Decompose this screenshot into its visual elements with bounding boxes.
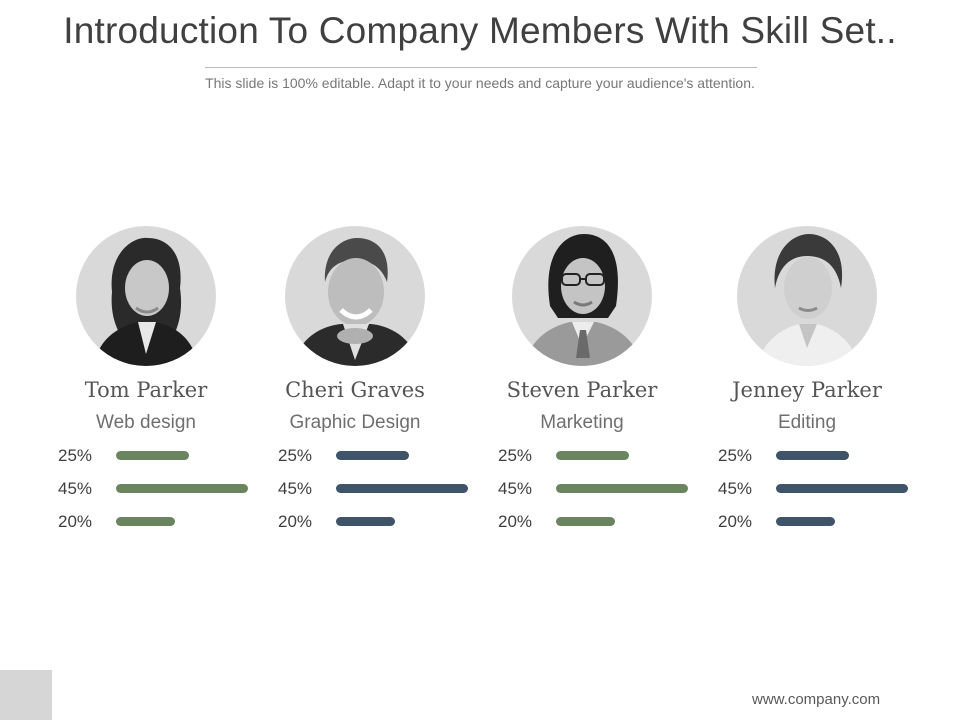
skill-bar <box>116 484 248 493</box>
member-role: Web design <box>96 412 196 433</box>
skill-percent-label: 20% <box>58 512 93 531</box>
member-role: Graphic Design <box>289 412 421 433</box>
member-photo-avatar <box>512 226 652 366</box>
skill-bar <box>556 451 629 460</box>
skill-percent-label: 25% <box>58 446 93 465</box>
corner-block <box>0 670 52 720</box>
skill-bar <box>116 517 175 526</box>
member-photo-avatar <box>76 226 216 366</box>
skill-bar <box>116 451 189 460</box>
skill-row: 20% <box>718 512 948 542</box>
member-name: Tom Parker <box>84 378 208 402</box>
slide-title: Introduction To Company Members With Ski… <box>63 10 897 51</box>
skill-bar <box>776 484 908 493</box>
skill-percent-label: 45% <box>498 479 533 498</box>
skill-row: 45% <box>278 479 508 509</box>
skill-row: 25% <box>58 446 288 476</box>
skill-percent-label: 20% <box>498 512 533 531</box>
member-name: Steven Parker <box>506 378 658 402</box>
member-photo-avatar <box>285 226 425 366</box>
skill-bar <box>556 484 688 493</box>
skill-row: 45% <box>58 479 288 509</box>
skill-percent-label: 20% <box>718 512 753 531</box>
skill-bar <box>336 451 409 460</box>
skill-bar <box>556 517 615 526</box>
skill-row: 20% <box>278 512 508 542</box>
member-name: Cheri Graves <box>285 378 425 402</box>
skill-row: 45% <box>498 479 728 509</box>
skill-row: 25% <box>278 446 508 476</box>
member-card-cheri-graves: Cheri Graves Graphic Design 25% 45% 20% <box>278 226 508 546</box>
website-link[interactable]: www.company.com <box>752 691 881 708</box>
skill-bar <box>336 484 468 493</box>
skill-row: 25% <box>498 446 728 476</box>
skill-row: 20% <box>58 512 288 542</box>
skill-percent-label: 25% <box>498 446 533 465</box>
skill-bar <box>776 451 849 460</box>
skill-row: 25% <box>718 446 948 476</box>
skill-bar <box>336 517 395 526</box>
skill-percent-label: 25% <box>278 446 313 465</box>
member-card-jenney-parker: Jenney Parker Editing 25% 45% 20% <box>718 226 948 546</box>
member-card-tom-parker: Tom Parker Web design 25% 45% 20% <box>58 226 288 546</box>
skill-percent-label: 45% <box>718 479 753 498</box>
slide-subtitle: This slide is 100% editable. Adapt it to… <box>205 75 755 91</box>
member-role: Editing <box>777 412 837 433</box>
skill-bar <box>776 517 835 526</box>
member-role: Marketing <box>540 412 624 433</box>
skill-row: 45% <box>718 479 948 509</box>
skill-percent-label: 45% <box>58 479 93 498</box>
skill-percent-label: 25% <box>718 446 753 465</box>
skill-percent-label: 20% <box>278 512 313 531</box>
member-photo-avatar <box>737 226 877 366</box>
skill-row: 20% <box>498 512 728 542</box>
skill-percent-label: 45% <box>278 479 313 498</box>
member-card-steven-parker: Steven Parker Marketing 25% 45% 20% <box>498 226 728 546</box>
title-divider <box>205 67 757 68</box>
member-name: Jenney Parker <box>732 378 882 402</box>
